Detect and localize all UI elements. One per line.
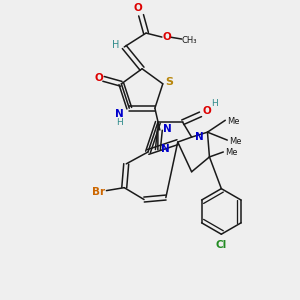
Text: Me: Me xyxy=(227,117,239,126)
Text: N: N xyxy=(161,144,170,154)
Text: Cl: Cl xyxy=(216,240,227,250)
Text: O: O xyxy=(202,106,211,116)
Text: H: H xyxy=(116,118,123,127)
Text: O: O xyxy=(163,32,171,42)
Text: N: N xyxy=(195,132,204,142)
Text: S: S xyxy=(166,77,174,87)
Text: N: N xyxy=(115,109,124,119)
Text: Me: Me xyxy=(225,148,238,158)
Text: H: H xyxy=(112,40,119,50)
Text: Br: Br xyxy=(92,187,105,196)
Text: O: O xyxy=(94,73,103,83)
Text: H: H xyxy=(211,99,218,108)
Text: CH₃: CH₃ xyxy=(182,35,197,44)
Text: O: O xyxy=(134,3,142,13)
Text: Me: Me xyxy=(229,136,242,146)
Text: N: N xyxy=(164,124,172,134)
